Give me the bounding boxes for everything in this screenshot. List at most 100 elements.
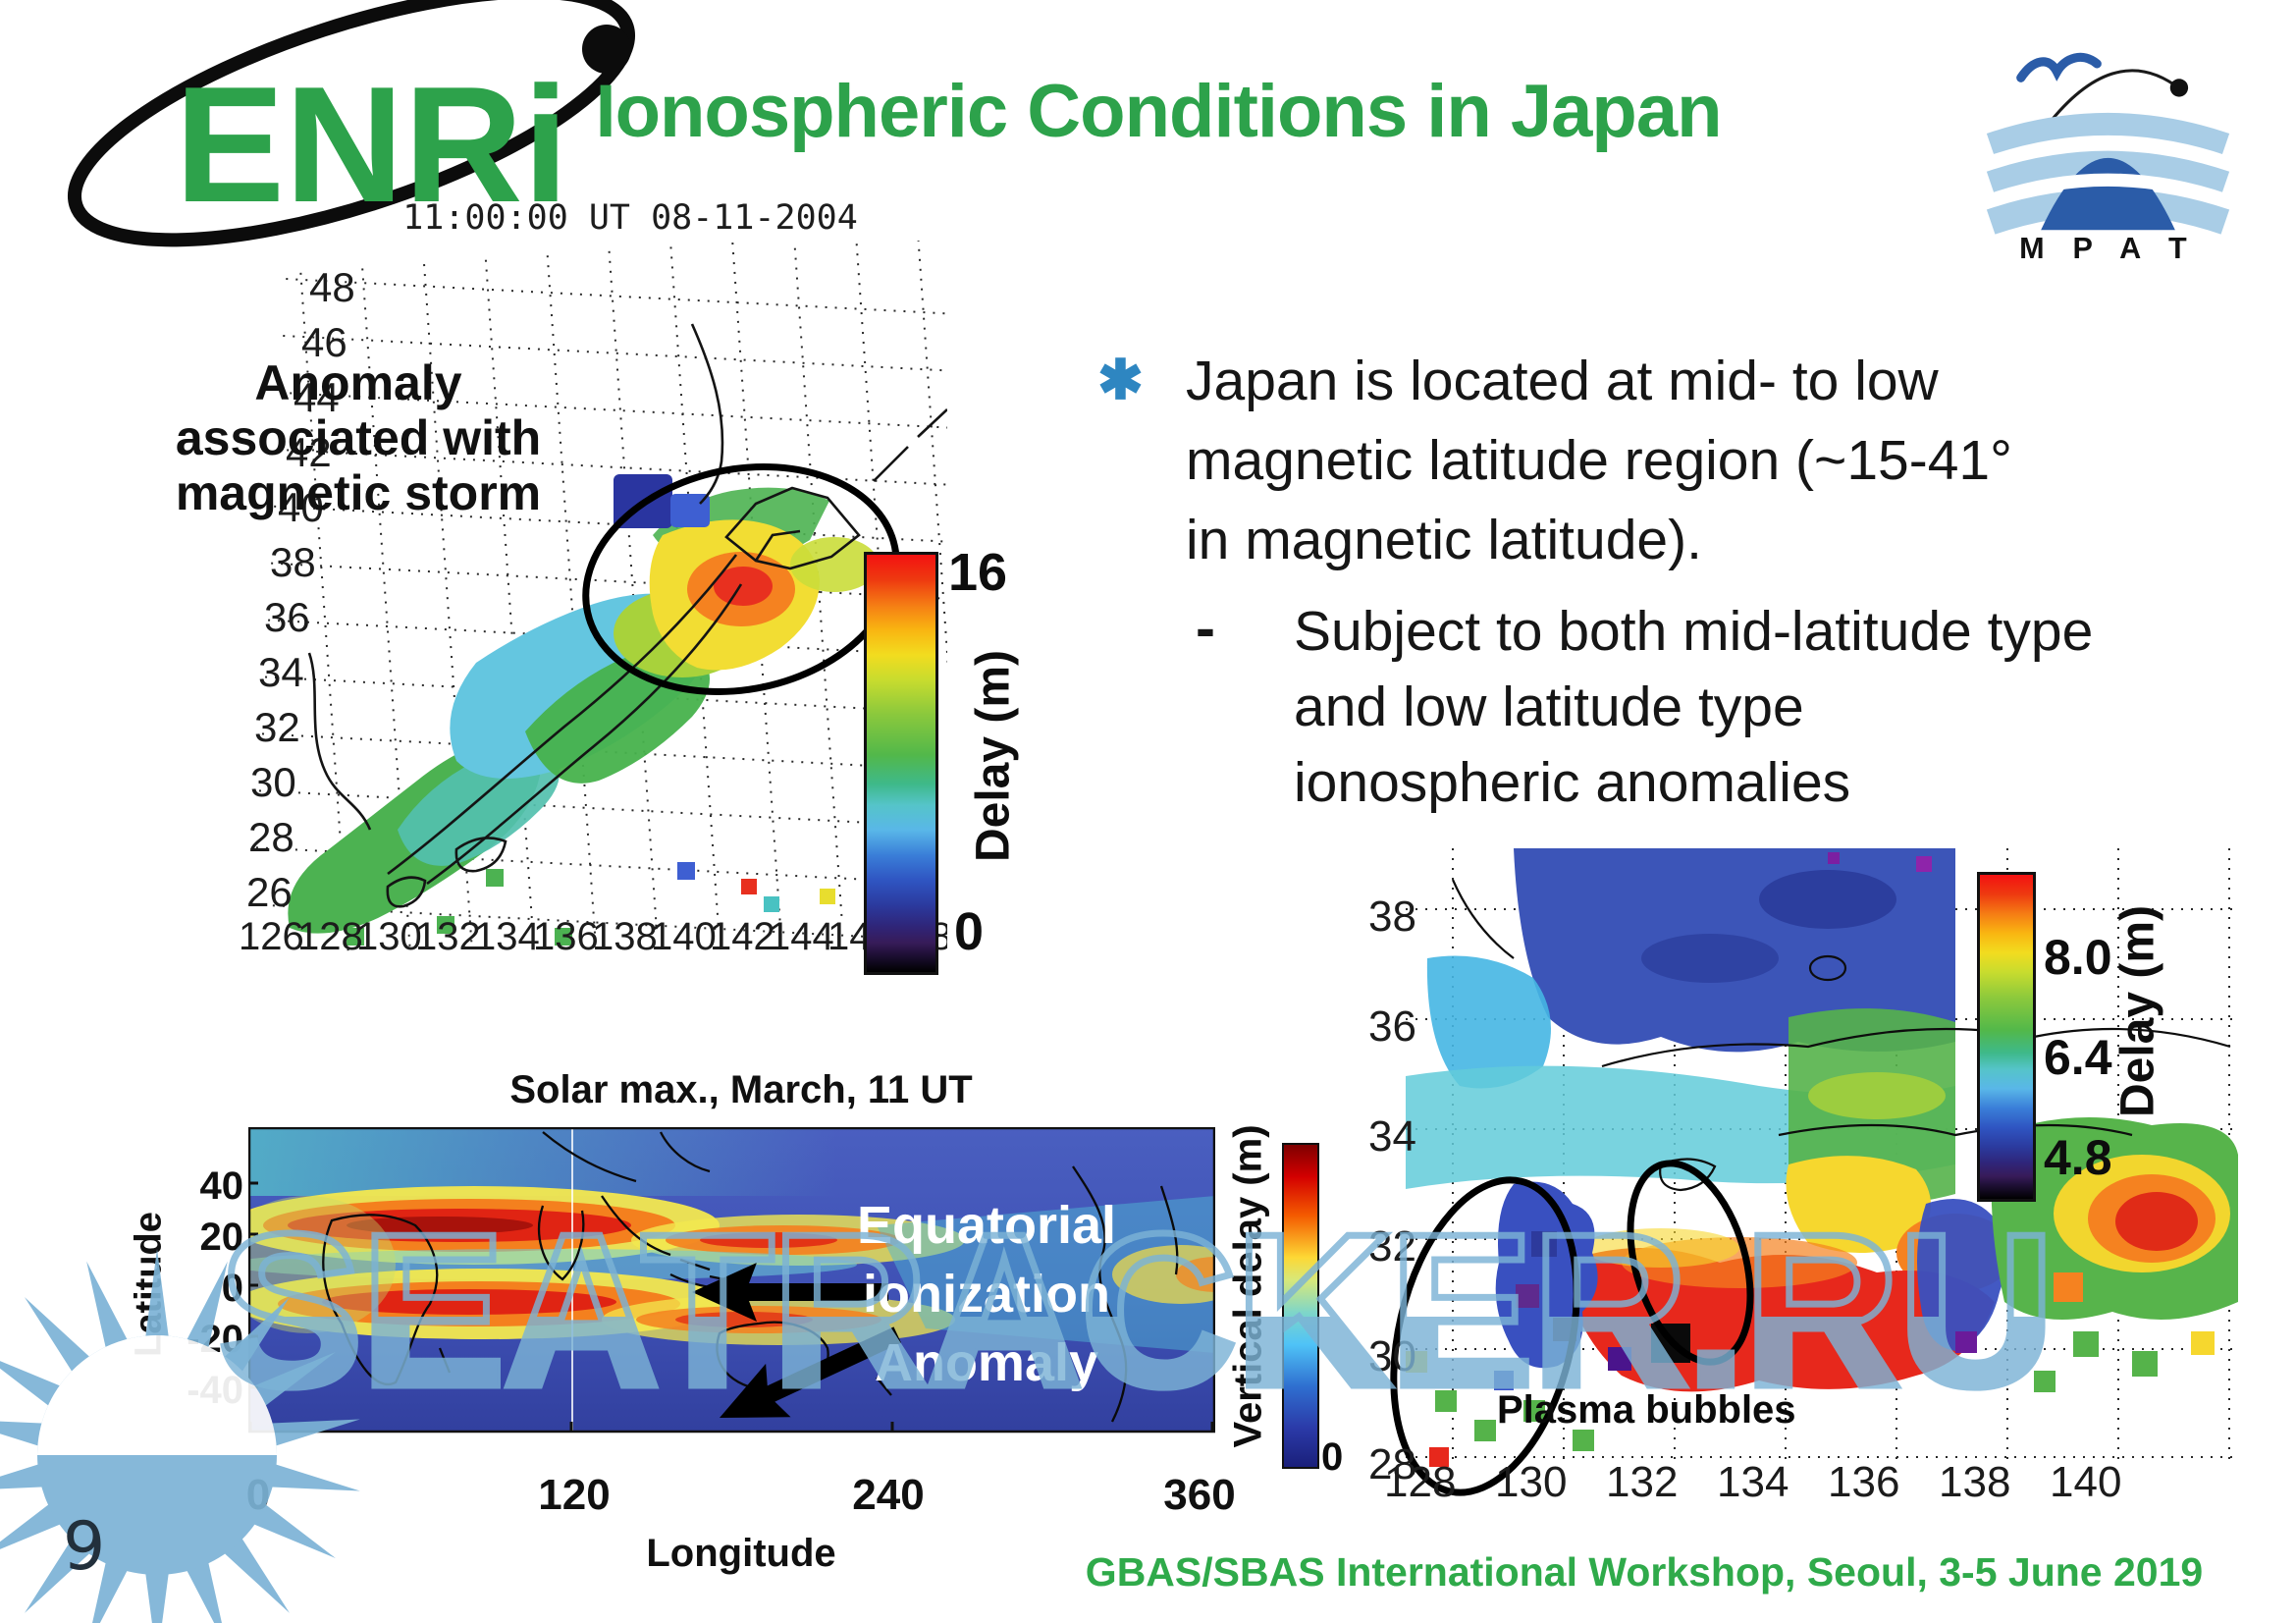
svg-text:132: 132 bbox=[415, 915, 481, 957]
svg-text:130: 130 bbox=[356, 915, 422, 957]
bubble-map-delay-patches bbox=[1406, 848, 2238, 1467]
equatorial-annotation: Equatorial ionization Anomaly bbox=[857, 1196, 1116, 1392]
svg-text:Anomaly: Anomaly bbox=[875, 1333, 1098, 1392]
bullet-block: ✱ Japan is located at mid- to low magnet… bbox=[1097, 342, 2099, 821]
world-colorbar bbox=[1282, 1143, 1319, 1469]
storm-colorbar-label: Delay (m) bbox=[967, 649, 1020, 863]
svg-text:34: 34 bbox=[1368, 1112, 1416, 1161]
equatorial-anomaly-bands bbox=[248, 1186, 1215, 1353]
bubble-colorbar-tick: 8.0 bbox=[2044, 930, 2112, 985]
satellite-dot-icon bbox=[2169, 79, 2189, 97]
storm-map-coastlines bbox=[307, 323, 947, 908]
svg-text:130: 130 bbox=[1495, 1458, 1567, 1504]
bubble-colorbar-tick: 4.8 bbox=[2044, 1130, 2112, 1185]
waves-icon bbox=[1986, 112, 2230, 235]
plasma-bubble-circles bbox=[1390, 1160, 1754, 1496]
svg-text:140: 140 bbox=[2050, 1458, 2121, 1504]
footer-text: GBAS/SBAS International Workshop, Seoul,… bbox=[1085, 1549, 2204, 1595]
svg-text:132: 132 bbox=[1606, 1458, 1678, 1504]
world-map-title: Solar max., March, 11 UT bbox=[509, 1068, 973, 1111]
world-map: Equatorial ionization Anomaly bbox=[248, 1127, 1215, 1439]
svg-text:26: 26 bbox=[246, 869, 293, 915]
page-number: 9 bbox=[63, 1508, 106, 1586]
bubble-map-lat-ticks: 38 36 34 32 30 28 bbox=[1368, 893, 1416, 1488]
svg-text:126: 126 bbox=[239, 915, 304, 957]
world-coastlines bbox=[322, 1131, 1179, 1423]
bubble-colorbar-tick: 6.4 bbox=[2044, 1030, 2112, 1085]
svg-text:128: 128 bbox=[297, 915, 363, 957]
enri-logo: ENRi bbox=[68, 0, 635, 247]
world-ytick: 0 bbox=[221, 1267, 243, 1310]
world-xtick: 240 bbox=[852, 1471, 925, 1519]
bubble-colorbar-label: Delay (m) bbox=[2111, 904, 2164, 1118]
svg-text:128: 128 bbox=[1384, 1458, 1456, 1504]
mpat-logo-text: M P A T bbox=[2019, 232, 2197, 262]
svg-text:134: 134 bbox=[474, 915, 540, 957]
world-ytick: 40 bbox=[199, 1164, 244, 1208]
watermark-outline-text: SEATRACKER.RU bbox=[218, 1193, 2053, 1433]
plasma-bubbles-label: Plasma bubbles bbox=[1497, 1388, 1796, 1432]
svg-text:136: 136 bbox=[533, 915, 599, 957]
svg-text:138: 138 bbox=[592, 915, 658, 957]
storm-map-delay-patches bbox=[288, 474, 879, 946]
svg-text:46: 46 bbox=[301, 319, 347, 365]
svg-text:48: 48 bbox=[309, 264, 355, 310]
dash-bullet-icon: - bbox=[1196, 594, 1215, 661]
storm-annotation-line: associated with bbox=[175, 410, 542, 465]
bubble-colorbar bbox=[1977, 872, 2036, 1202]
bullet-main-text: Japan is located at mid- to low magnetic… bbox=[1186, 350, 2012, 571]
svg-text:142: 142 bbox=[710, 915, 775, 957]
svg-text:36: 36 bbox=[264, 594, 310, 640]
bullet-sub-text: Subject to both mid-latitude type and lo… bbox=[1294, 599, 2094, 814]
storm-map-lat-ticks: 48 46 44 42 40 38 36 34 32 30 28 26 bbox=[246, 264, 355, 915]
svg-text:42: 42 bbox=[286, 429, 332, 475]
asterisk-bullet-icon: ✱ bbox=[1097, 349, 1144, 410]
world-map-frame bbox=[248, 1127, 1215, 1434]
world-ytick: 20 bbox=[199, 1216, 244, 1259]
svg-text:36: 36 bbox=[1368, 1002, 1416, 1051]
world-xlabel: Longitude bbox=[646, 1532, 836, 1575]
storm-map: 48 46 44 42 40 38 36 34 32 30 28 26 126 … bbox=[239, 241, 947, 957]
storm-colorbar-min: 0 bbox=[954, 902, 985, 961]
bird-icon bbox=[2016, 52, 2102, 82]
watermark-solid-text: SEATRACKER.RU bbox=[218, 1193, 2053, 1433]
north-teal-band bbox=[248, 1127, 837, 1196]
bubble-map: 38 36 34 32 30 28 128 130 132 134 136 13… bbox=[1368, 848, 2240, 1504]
svg-text:34: 34 bbox=[258, 649, 304, 695]
svg-text:144: 144 bbox=[769, 915, 834, 957]
storm-annotation: Anomaly associated with magnetic storm bbox=[108, 355, 609, 520]
world-colorbar-min: 0 bbox=[1321, 1435, 1344, 1479]
svg-text:32: 32 bbox=[254, 704, 300, 750]
orbit-arc-icon bbox=[2039, 69, 2182, 135]
sun-watermark-icon bbox=[0, 1249, 363, 1623]
mpat-logo: M P A T bbox=[1986, 52, 2230, 262]
svg-text:44: 44 bbox=[294, 374, 340, 420]
svg-text:40: 40 bbox=[278, 484, 324, 530]
enri-orbit-icon bbox=[68, 0, 635, 247]
storm-map-timestamp: 11:00:00 UT 08-11-2004 bbox=[402, 198, 858, 238]
storm-colorbar-max: 16 bbox=[948, 543, 1008, 602]
storm-anomaly-circle bbox=[582, 463, 900, 695]
svg-text:138: 138 bbox=[1939, 1458, 2010, 1504]
page-title: Ionospheric Conditions in Japan bbox=[595, 70, 1722, 153]
svg-text:28: 28 bbox=[1368, 1440, 1416, 1488]
svg-text:38: 38 bbox=[1368, 893, 1416, 941]
storm-map-lon-ticks: 126 128 130 132 134 136 138 140 142 144 … bbox=[239, 915, 947, 957]
svg-text:28: 28 bbox=[248, 814, 294, 860]
seatracker-watermark: SEATRACKER.RU SEATRACKER.RU bbox=[218, 1193, 2058, 1436]
bubble-map-coastlines bbox=[1451, 879, 2231, 1192]
storm-colorbar bbox=[864, 552, 938, 975]
world-xtick: 360 bbox=[1163, 1471, 1236, 1519]
world-xtick: 120 bbox=[538, 1471, 611, 1519]
svg-text:140: 140 bbox=[651, 915, 717, 957]
svg-text:Equatorial: Equatorial bbox=[857, 1196, 1116, 1255]
enri-logo-text: ENRi bbox=[175, 52, 568, 237]
svg-text:136: 136 bbox=[1828, 1458, 1899, 1504]
svg-text:38: 38 bbox=[270, 539, 316, 585]
svg-text:30: 30 bbox=[250, 759, 296, 805]
meridian-line bbox=[571, 1127, 573, 1432]
svg-text:134: 134 bbox=[1717, 1458, 1789, 1504]
svg-text:ionization: ionization bbox=[863, 1265, 1110, 1324]
svg-text:30: 30 bbox=[1368, 1332, 1416, 1380]
